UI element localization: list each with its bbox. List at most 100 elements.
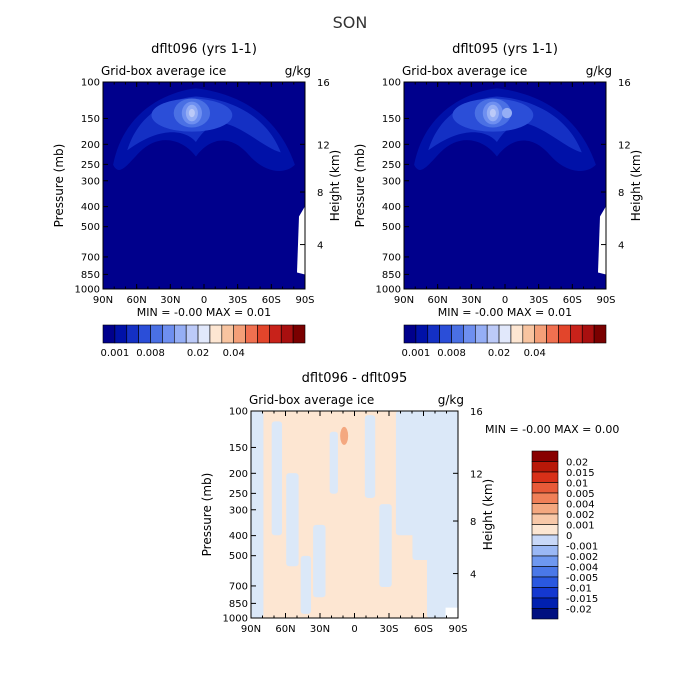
x-tick-label: 30S [228, 295, 247, 306]
x-tick-label: 30S [379, 624, 398, 635]
colorbar-box [531, 503, 559, 515]
x-tick-label: 90S [295, 295, 314, 306]
colorbar-label: -0.015 [566, 594, 598, 605]
colorbar-label: 0.001 [566, 521, 595, 532]
y-right-tick-label: 16 [317, 78, 330, 89]
x-tick-label: 60S [262, 295, 281, 306]
colorbar-label: 0.01 [566, 479, 588, 490]
colorbar-box [498, 324, 512, 344]
colorbar-box [531, 450, 559, 462]
colorbar-box [185, 324, 199, 344]
colorbar-label: 0.04 [524, 348, 546, 359]
colorbar-box [209, 324, 223, 344]
colorbar-label: 0.001 [101, 348, 130, 359]
colorbar-label: 0.02 [187, 348, 209, 359]
colorbar-box [531, 513, 559, 525]
colorbar-box [558, 324, 571, 344]
x-tick-label: 0 [351, 624, 357, 635]
colorbar-box [531, 597, 559, 609]
x-tick-label: 90N [394, 295, 414, 306]
missing-data [445, 607, 458, 618]
colorbar-box [415, 324, 429, 344]
y-tick-label: 250 [81, 160, 100, 171]
x-tick-label: 60S [414, 624, 433, 635]
colorbar-box [531, 471, 559, 483]
panel-title: dflt095 (yrs 1-1) [452, 42, 558, 57]
min-max-label: MIN = -0.00 MAX = 0.01 [137, 306, 271, 319]
panel-title: dflt096 - dflt095 [302, 371, 408, 386]
x-tick-label: 30N [160, 295, 180, 306]
colorbar-label: -0.005 [566, 573, 598, 584]
colorbar-box [292, 324, 306, 344]
y-tick-label: 400 [382, 202, 401, 213]
diff-fill-neg [271, 421, 283, 536]
colorbar-label: 0.015 [566, 468, 595, 479]
colorbar-label: 0.002 [566, 510, 595, 521]
colorbar-box [427, 324, 440, 344]
colorbar-label: 0.02 [488, 348, 510, 359]
y-tick-label: 1000 [223, 614, 248, 625]
colorbar-box [162, 324, 175, 344]
y-tick-label: 150 [81, 114, 100, 125]
colorbar-box [403, 324, 417, 344]
colorbar-box [280, 324, 294, 344]
y-right-tick-label: 12 [618, 140, 631, 151]
diff-fill-neg [412, 411, 458, 561]
y-tick-label: 100 [229, 407, 248, 418]
y-tick-label: 150 [382, 114, 401, 125]
x-tick-label: 60N [428, 295, 448, 306]
page-title: SON [333, 13, 368, 32]
y-tick-label: 200 [382, 140, 401, 151]
y-tick-label: 850 [81, 270, 100, 281]
colorbar-label: -0.002 [566, 552, 598, 563]
colorbar-box [233, 324, 246, 344]
y-tick-label: 400 [81, 202, 100, 213]
min-max-label: MIN = -0.00 MAX = 0.00 [485, 423, 619, 436]
y-right-tick-label: 4 [317, 241, 323, 252]
colorbar-box [245, 324, 258, 344]
y-right-tick-label: 8 [470, 517, 476, 528]
colorbar-label: -0.004 [566, 563, 598, 574]
colorbar-box [463, 324, 476, 344]
colorbar-box [486, 324, 500, 344]
colorbar-label: -0.001 [566, 542, 598, 553]
y-tick-label: 850 [229, 599, 248, 610]
colorbar-box [150, 324, 163, 344]
x-tick-label: 90N [241, 624, 261, 635]
colorbar-box [570, 324, 583, 344]
y-right-axis-label: Height (km) [328, 150, 342, 221]
diff-fill-neg [313, 524, 326, 598]
y-tick-label: 850 [382, 270, 401, 281]
y-tick-label: 300 [229, 505, 248, 516]
colorbar-box [581, 324, 595, 344]
y-tick-label: 700 [81, 252, 100, 263]
colorbar-box [221, 324, 235, 344]
y-tick-label: 300 [81, 176, 100, 187]
x-tick-label: 30N [461, 295, 481, 306]
colorbar-box [257, 324, 270, 344]
colorbar-box [522, 324, 536, 344]
colorbar-label: -0.02 [566, 605, 592, 616]
colorbar-box [531, 482, 559, 494]
top-left-panel: dflt096 (yrs 1-1) Grid-box average ice g/k… [52, 42, 342, 359]
colorbar-box [531, 492, 559, 504]
y-right-tick-label: 8 [317, 188, 323, 199]
colorbar-box [451, 324, 464, 344]
y-axis-label: Pressure (mb) [52, 144, 66, 228]
y-tick-label: 100 [382, 78, 401, 89]
y-tick-label: 300 [382, 176, 401, 187]
y-right-tick-label: 16 [470, 407, 483, 418]
colorbar-box [531, 555, 559, 567]
colorbar-label: 0 [566, 531, 572, 542]
min-max-label: MIN = -0.00 MAX = 0.01 [438, 306, 572, 319]
diff-fill-neg [329, 431, 338, 494]
x-tick-label: 90S [596, 295, 615, 306]
x-tick-label: 0 [201, 295, 207, 306]
y-right-tick-label: 4 [618, 241, 624, 252]
colorbar-box [102, 324, 116, 344]
contour-fill-7 [188, 108, 195, 118]
y-right-axis-label: Height (km) [629, 150, 643, 221]
colorbar-box [531, 608, 559, 620]
diff-fill-neg [286, 473, 299, 567]
